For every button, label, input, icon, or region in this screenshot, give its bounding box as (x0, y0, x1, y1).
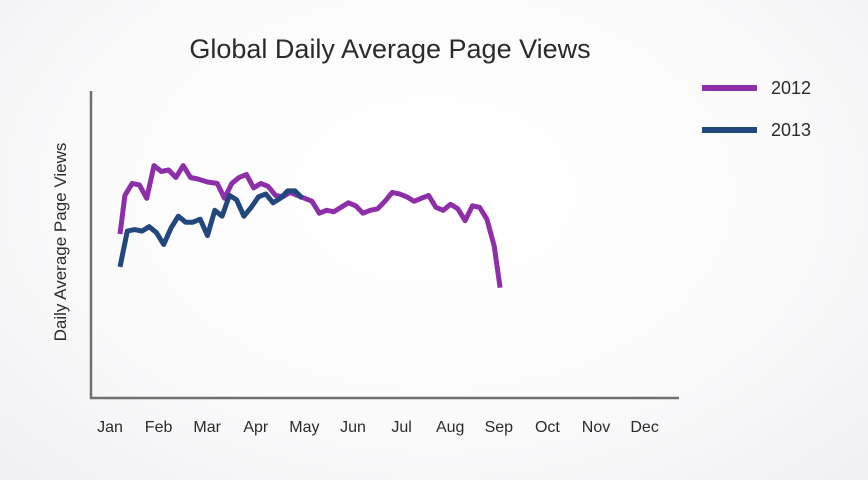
x-tick-labels: Jan Feb Mar Apr May Jun Jul Aug Sep Oct Nov Dec (97, 419, 659, 436)
legend-label-2013: 2013 (771, 120, 811, 140)
legend: 2012 2013 (702, 78, 811, 140)
x-tick-label: Apr (243, 419, 269, 436)
series-line-2013 (117, 188, 305, 268)
y-axis-label: Daily Average Page Views (51, 143, 70, 342)
x-tick-label: Aug (436, 419, 464, 436)
x-tick-label: Jan (97, 419, 123, 436)
chart-title: Global Daily Average Page Views (189, 34, 590, 64)
x-tick-label: Nov (582, 419, 610, 436)
legend-label-2012: 2012 (771, 78, 811, 98)
x-tick-label: May (289, 419, 319, 436)
series-lines (117, 163, 503, 289)
x-tick-label: Jun (340, 419, 366, 436)
x-tick-label: Mar (193, 419, 221, 436)
series-line-2012 (117, 163, 503, 289)
x-tick-label: Feb (145, 419, 173, 436)
x-tick-label: Sep (485, 419, 514, 436)
x-tick-label: Dec (630, 419, 658, 436)
x-tick-label: Oct (535, 419, 560, 436)
x-tick-label: Jul (391, 419, 411, 436)
